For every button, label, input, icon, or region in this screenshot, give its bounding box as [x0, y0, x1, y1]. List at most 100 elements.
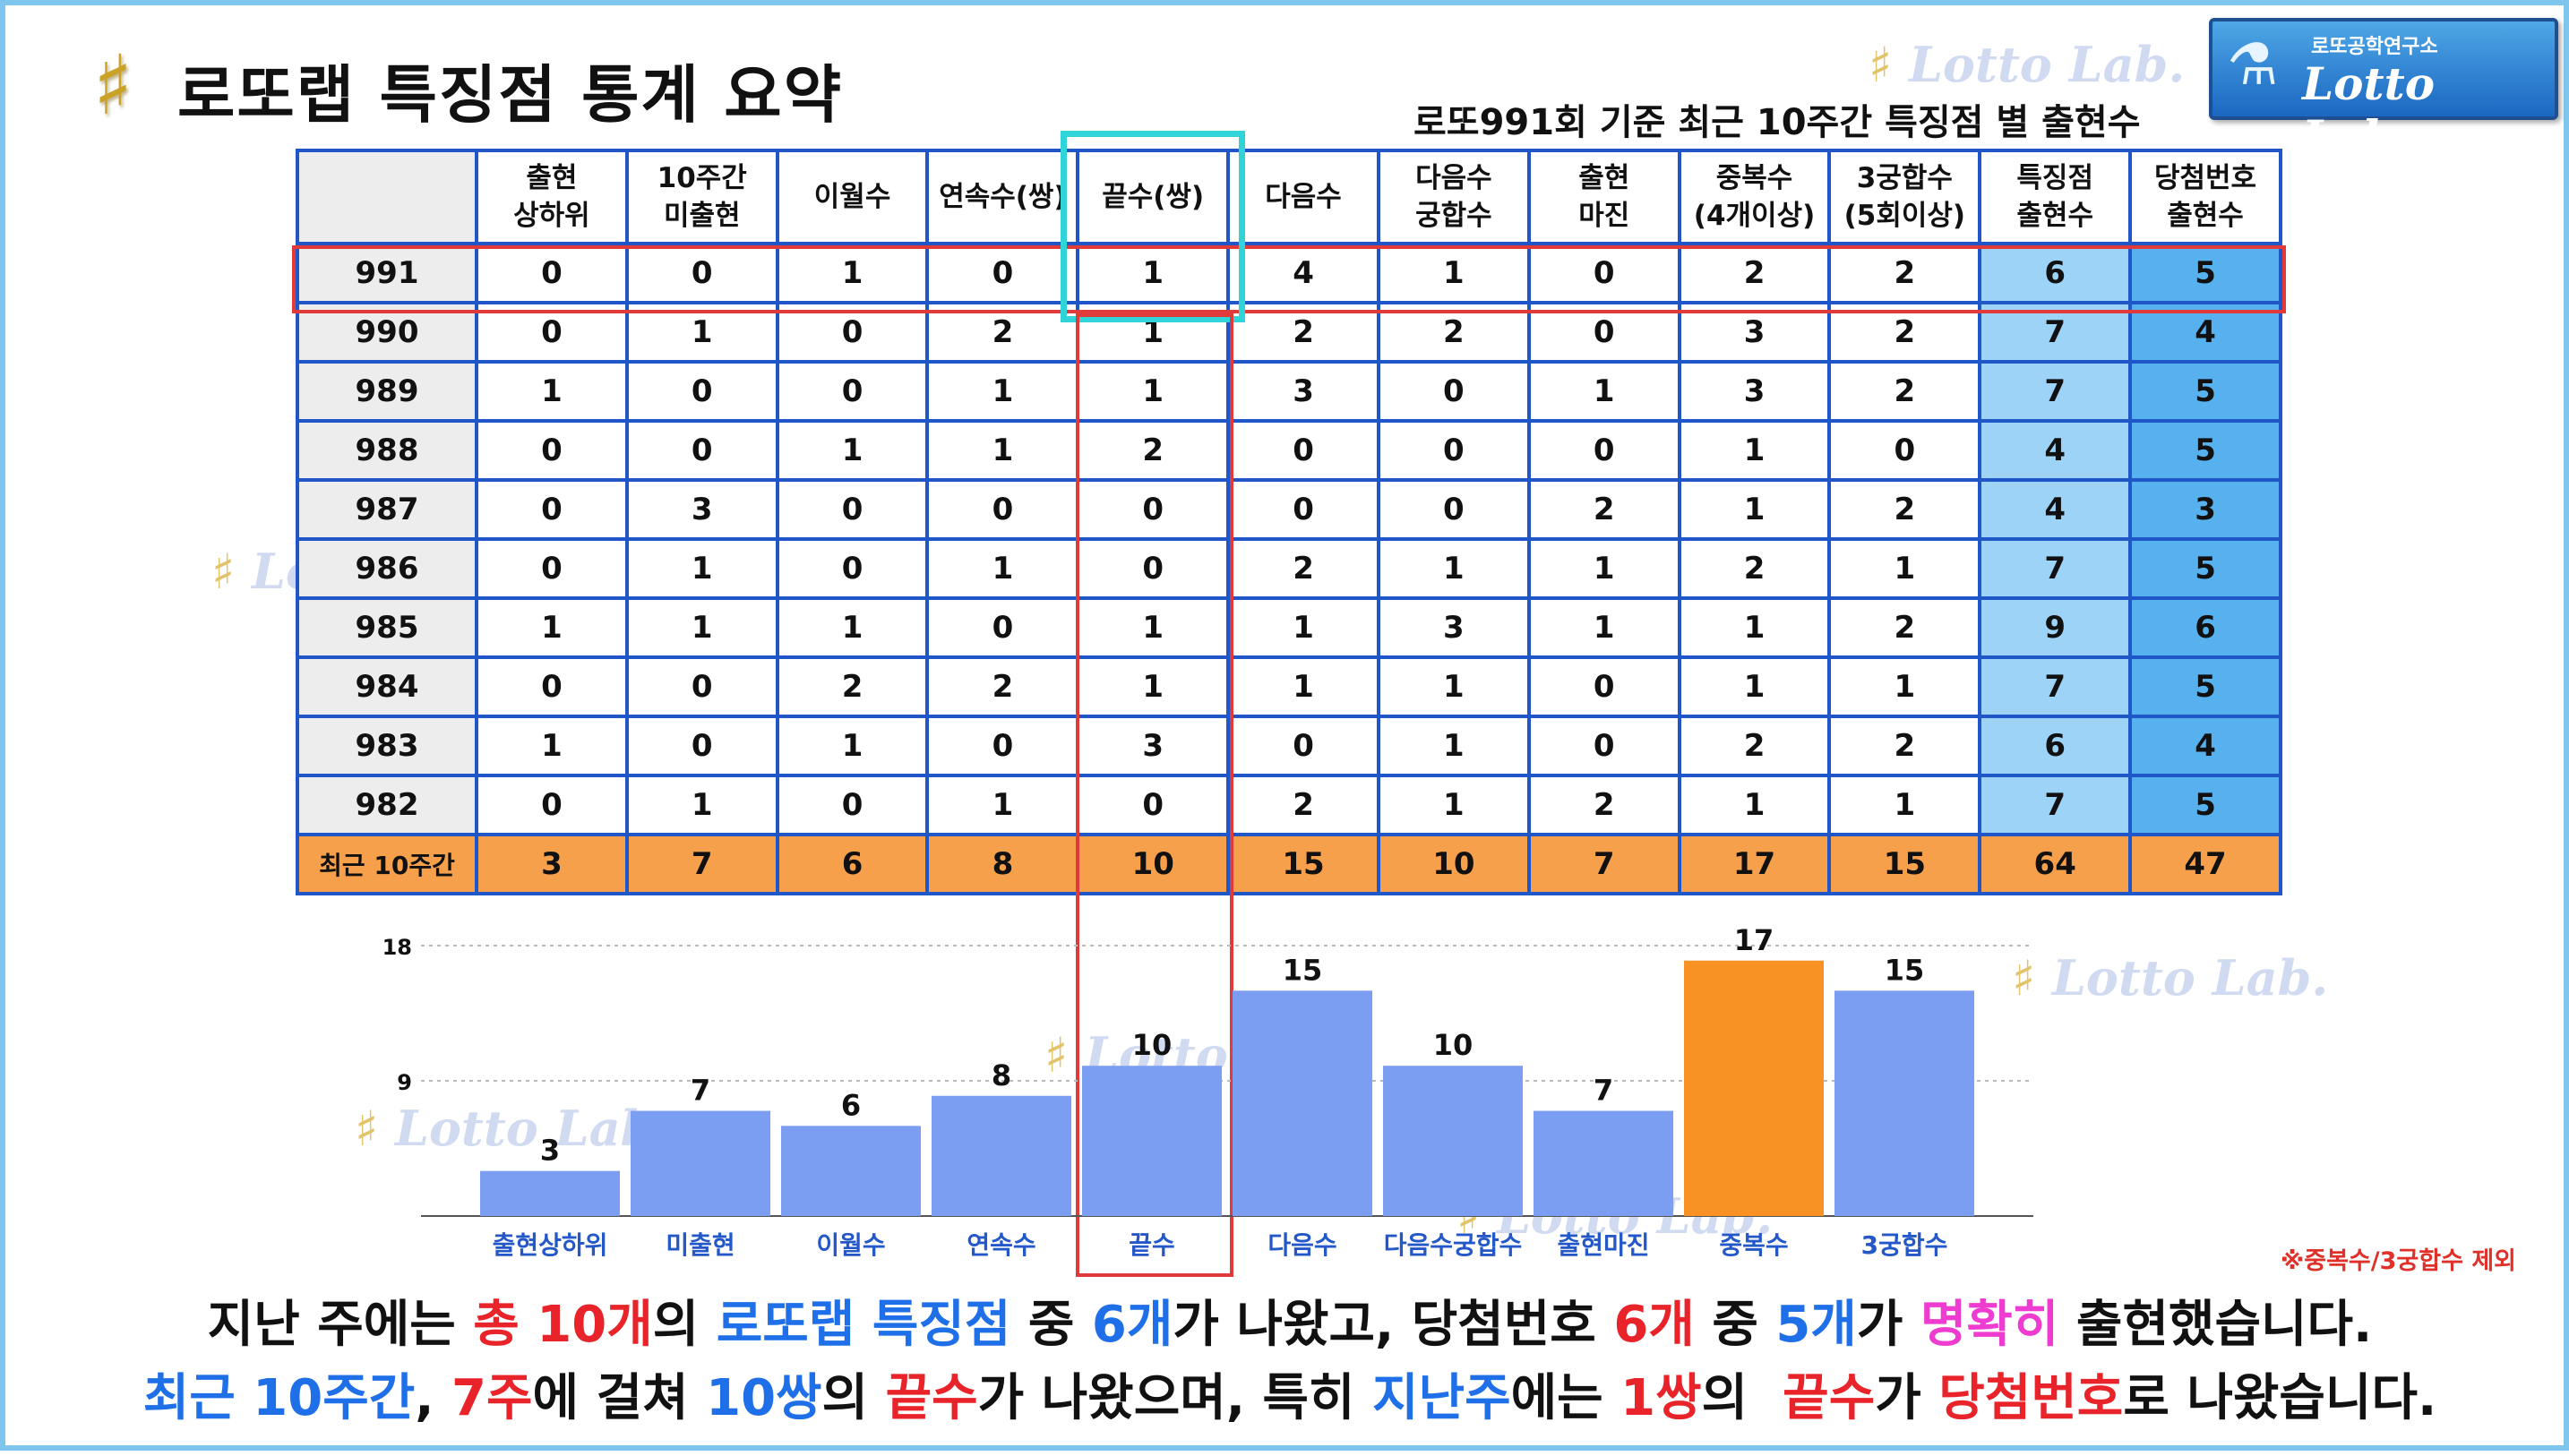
x-tick-label: 연속수 — [967, 1230, 1035, 1260]
table-cell: 0 — [1827, 419, 1982, 482]
table-cell: 47 — [2128, 833, 2282, 895]
row-label: 986 — [296, 537, 478, 600]
table-cell: 0 — [624, 655, 779, 718]
table-cell: 0 — [475, 419, 629, 482]
table-cell: 0 — [775, 774, 930, 836]
table-cell: 2 — [1526, 478, 1681, 541]
table-cell: 1 — [1376, 242, 1531, 304]
table-cell: 4 — [1226, 242, 1380, 304]
table-cell: 1 — [1376, 655, 1531, 718]
bar — [1684, 960, 1824, 1216]
table-cell: 1 — [925, 774, 1080, 836]
table-cell: 2 — [1677, 242, 1832, 304]
summary-text-segment: 가 나왔으며, 특히 — [977, 1369, 1373, 1427]
stats-table-wrap: 출현 상하위 10주간 미출현 이월수 연속수(쌍) 끝수(쌍) 다음수 다음수 궁합수 출현… — [296, 149, 2282, 904]
bar-value-label: 8 — [992, 1058, 1011, 1092]
column-header: 출현 상하위 — [475, 149, 629, 245]
table-cell: 5 — [2128, 419, 2282, 482]
x-tick-label: 이월수 — [816, 1230, 885, 1260]
bar-value-label: 10 — [1132, 1028, 1173, 1062]
column-header: 중복수 (4개이상) — [1677, 149, 1832, 245]
table-cell: 0 — [775, 360, 930, 423]
table-cell: 2 — [1827, 596, 1982, 659]
summary-text-segment: 끝수 — [885, 1369, 978, 1427]
table-cell: 0 — [1226, 715, 1380, 777]
table-cell: 1 — [1076, 360, 1231, 423]
summary-text-segment: 중 — [1694, 1296, 1776, 1354]
table-cell: 6 — [2128, 596, 2282, 659]
table-row: 983 1 0 1 0 3 0 1 0 2 2 6 4 — [296, 715, 2282, 777]
table-cell: 2 — [1226, 774, 1380, 836]
table-cell: 1 — [925, 419, 1080, 482]
table-cell: 2 — [1827, 478, 1982, 541]
table-cell: 1 — [775, 715, 930, 777]
y-tick-label: 9 — [397, 1070, 412, 1095]
table-cell: 1 — [475, 596, 629, 659]
table-cell: 1 — [1376, 774, 1531, 836]
lottolab-badge: ⚗ 로또공학연구소 Lotto Lab. — [2209, 18, 2558, 163]
badge-caption: 로또공학연구소 — [2311, 36, 2438, 58]
summary-text-segment: 7주 — [451, 1369, 533, 1427]
table-cell: 1 — [1677, 596, 1832, 659]
bar-chart: 9 18 3 출현상하위 7 미출현 6 이월수 8 연속수 10 끝수 15 다음수 10 다음수궁합수 7 출… — [382, 923, 2033, 1260]
bar-value-label: 7 — [1594, 1074, 1613, 1108]
table-cell: 0 — [624, 715, 779, 777]
summary-text-segment: 의 — [652, 1296, 717, 1354]
column-header: 특징점 출현수 — [1978, 149, 2133, 245]
x-tick-label: 중복수 — [1719, 1230, 1788, 1260]
table-cell: 17 — [1677, 833, 1832, 895]
table-cell: 9 — [1978, 596, 2133, 659]
bar — [781, 1126, 921, 1216]
table-cell: 0 — [1376, 360, 1531, 423]
table-cell: 1 — [1827, 655, 1982, 718]
page-title: 로또랩 특징점 통계 요약 — [177, 58, 844, 132]
table-cell: 2 — [1526, 774, 1681, 836]
summary-text-segment: 6개 — [1613, 1296, 1695, 1354]
table-cell: 0 — [1076, 478, 1231, 541]
row-label: 984 — [296, 655, 478, 718]
summary-text-segment: , — [415, 1369, 452, 1427]
bar-value-label: 7 — [691, 1074, 710, 1108]
summary-text-segment: 5개 — [1775, 1296, 1857, 1354]
table-cell: 1 — [775, 596, 930, 659]
table-cell: 3 — [1076, 715, 1231, 777]
x-tick-label: 다음수궁합수 — [1384, 1230, 1523, 1260]
table-cell: 0 — [475, 774, 629, 836]
summary-text-segment: 지난 주에는 — [207, 1296, 474, 1354]
bar-value-label: 3 — [540, 1134, 560, 1168]
table-cell: 1 — [1226, 596, 1380, 659]
table-cell: 2 — [1677, 715, 1832, 777]
table-cell: 5 — [2128, 242, 2282, 304]
table-cell: 0 — [925, 478, 1080, 541]
summary-text-segment: 로 나왔습니다. — [2123, 1369, 2437, 1427]
stats-table: 출현 상하위 10주간 미출현 이월수 연속수(쌍) 끝수(쌍) 다음수 다음수 궁합수 출현… — [296, 149, 2282, 895]
bar — [1834, 990, 1974, 1216]
summary-text-segment: 최근 10주간 — [142, 1369, 416, 1427]
table-cell: 1 — [1827, 774, 1982, 836]
table-cell: 1 — [1526, 360, 1681, 423]
table-cell: 1 — [1526, 596, 1681, 659]
table-cell: 6 — [1978, 242, 2133, 304]
summary-text-segment: 에 걸쳐 — [532, 1369, 707, 1427]
summary-text-segment: 명확히 — [1920, 1296, 2059, 1354]
row-label: 987 — [296, 478, 478, 541]
table-cell: 5 — [2128, 537, 2282, 600]
table-cell: 0 — [1376, 419, 1531, 482]
table-cell: 2 — [925, 655, 1080, 718]
table-cell: 0 — [925, 715, 1080, 777]
table-cell: 7 — [1978, 774, 2133, 836]
table-cell: 0 — [775, 478, 930, 541]
summary-text-segment: 중 — [1010, 1296, 1092, 1354]
summary-text-segment: 끝수 — [1783, 1369, 1876, 1427]
table-cell: 1 — [1526, 537, 1681, 600]
row-label: 991 — [296, 242, 478, 304]
row-label: 982 — [296, 774, 478, 836]
table-cell: 3 — [1376, 596, 1531, 659]
table-cell: 5 — [2128, 774, 2282, 836]
table-cell: 4 — [2128, 715, 2282, 777]
table-row: 991 0 0 1 0 1 4 1 0 2 2 6 5 — [296, 242, 2282, 304]
bar — [1082, 1066, 1222, 1216]
table-cell: 7 — [1978, 360, 2133, 423]
table-cell: 10 — [1376, 833, 1531, 895]
bar-value-label: 15 — [1885, 953, 1925, 987]
